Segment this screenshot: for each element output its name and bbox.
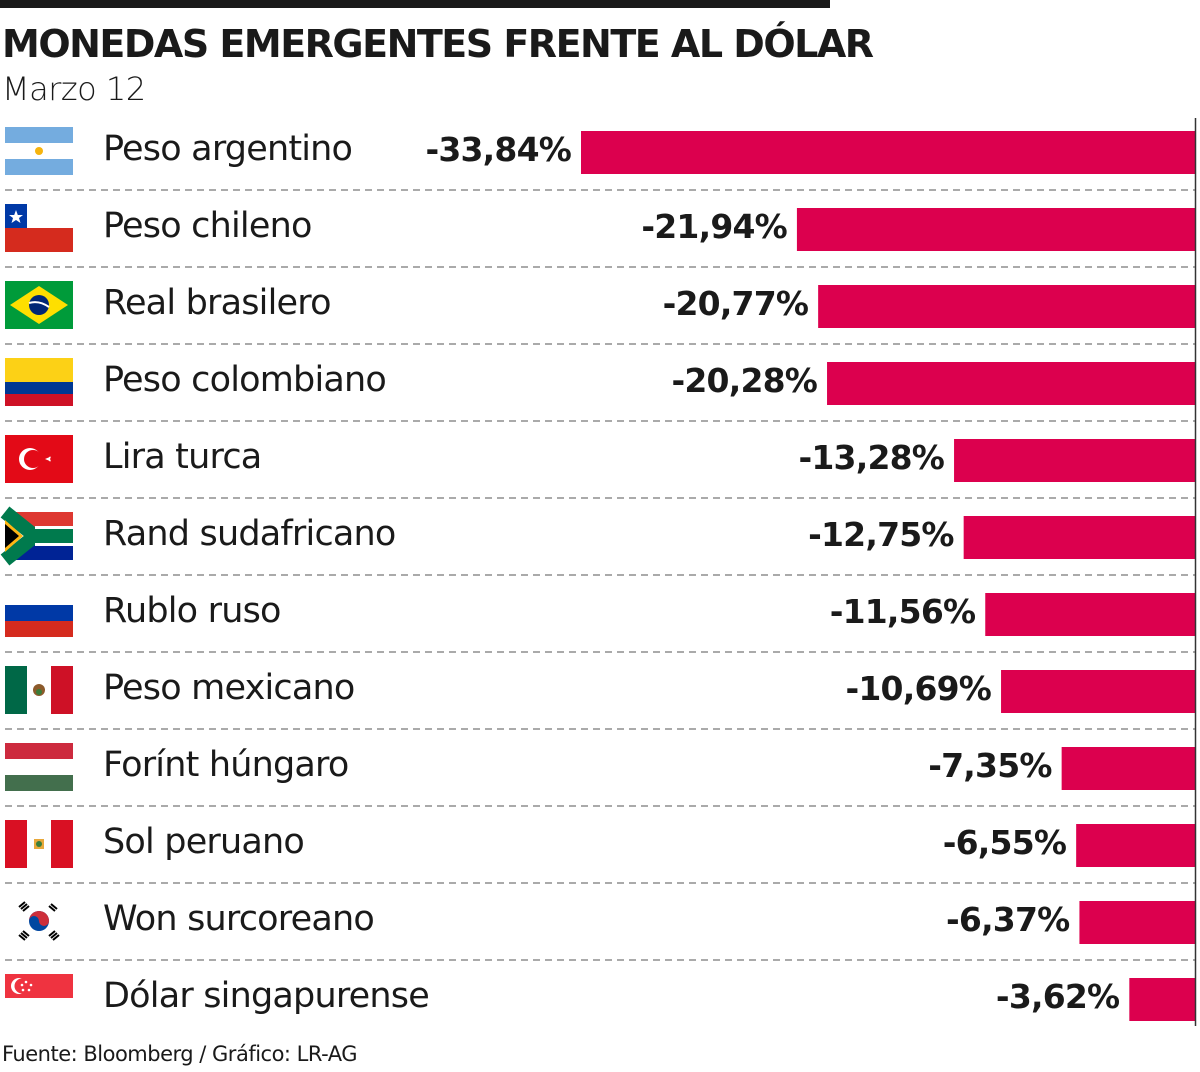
value-label: -12,75% [808,515,954,554]
value-label: -7,35% [928,746,1052,785]
category-label: Peso argentino [103,129,353,169]
flag-south-africa-icon [0,506,73,566]
flag-argentina-icon [5,127,73,175]
category-label: Won surcoreano [103,899,375,939]
bar [1061,747,1195,790]
flag-brazil-icon [5,281,73,329]
value-label: -6,37% [946,900,1070,939]
value-label: -21,94% [641,207,787,246]
value-label: -20,28% [671,361,818,400]
category-label: Real brasilero [103,283,331,323]
category-label: Peso mexicano [103,668,355,708]
category-label: Rand sudafricano [103,514,396,554]
flag-peru-icon [5,820,73,868]
bar [581,131,1195,174]
bar [818,285,1195,328]
category-label: Rublo ruso [103,591,281,631]
flag-singapore-icon [5,974,73,1022]
chart-subtitle: Marzo 12 [2,70,146,108]
chart-title: MONEDAS EMERGENTES FRENTE AL DÓLAR [2,22,874,66]
value-label: -13,28% [798,438,945,477]
bar [1129,978,1195,1021]
flag-south-korea-icon [5,897,73,945]
value-label: -33,84% [425,130,571,169]
bar [1079,901,1195,944]
bar [985,593,1195,636]
bar [796,208,1195,251]
source-note: Fuente: Bloomberg / Gráfico: LR-AG [2,1042,358,1066]
value-label: -6,55% [942,823,1067,862]
bar [827,362,1195,405]
flag-colombia-icon [5,358,73,406]
flag-russia-icon [5,589,73,637]
category-label: Sol peruano [103,822,305,862]
flag-turkey-icon [5,435,73,483]
category-label: Dólar singapurense [103,976,430,1016]
value-label: -11,56% [829,592,976,631]
bar [954,439,1195,482]
category-label: Lira turca [103,437,262,477]
flag-mexico-icon [5,666,73,714]
top-rule [0,0,830,8]
value-label: -10,69% [845,669,992,708]
category-label: Forínt húngaro [103,745,349,785]
category-label: Peso chileno [103,206,312,246]
bar [1001,670,1195,713]
category-label: Peso colombiano [103,360,387,400]
flag-hungary-icon [5,743,73,791]
value-label: -3,62% [995,977,1120,1016]
flag-chile-icon [5,204,73,252]
bar [1076,824,1195,867]
bar [963,516,1195,559]
value-label: -20,77% [662,284,809,323]
